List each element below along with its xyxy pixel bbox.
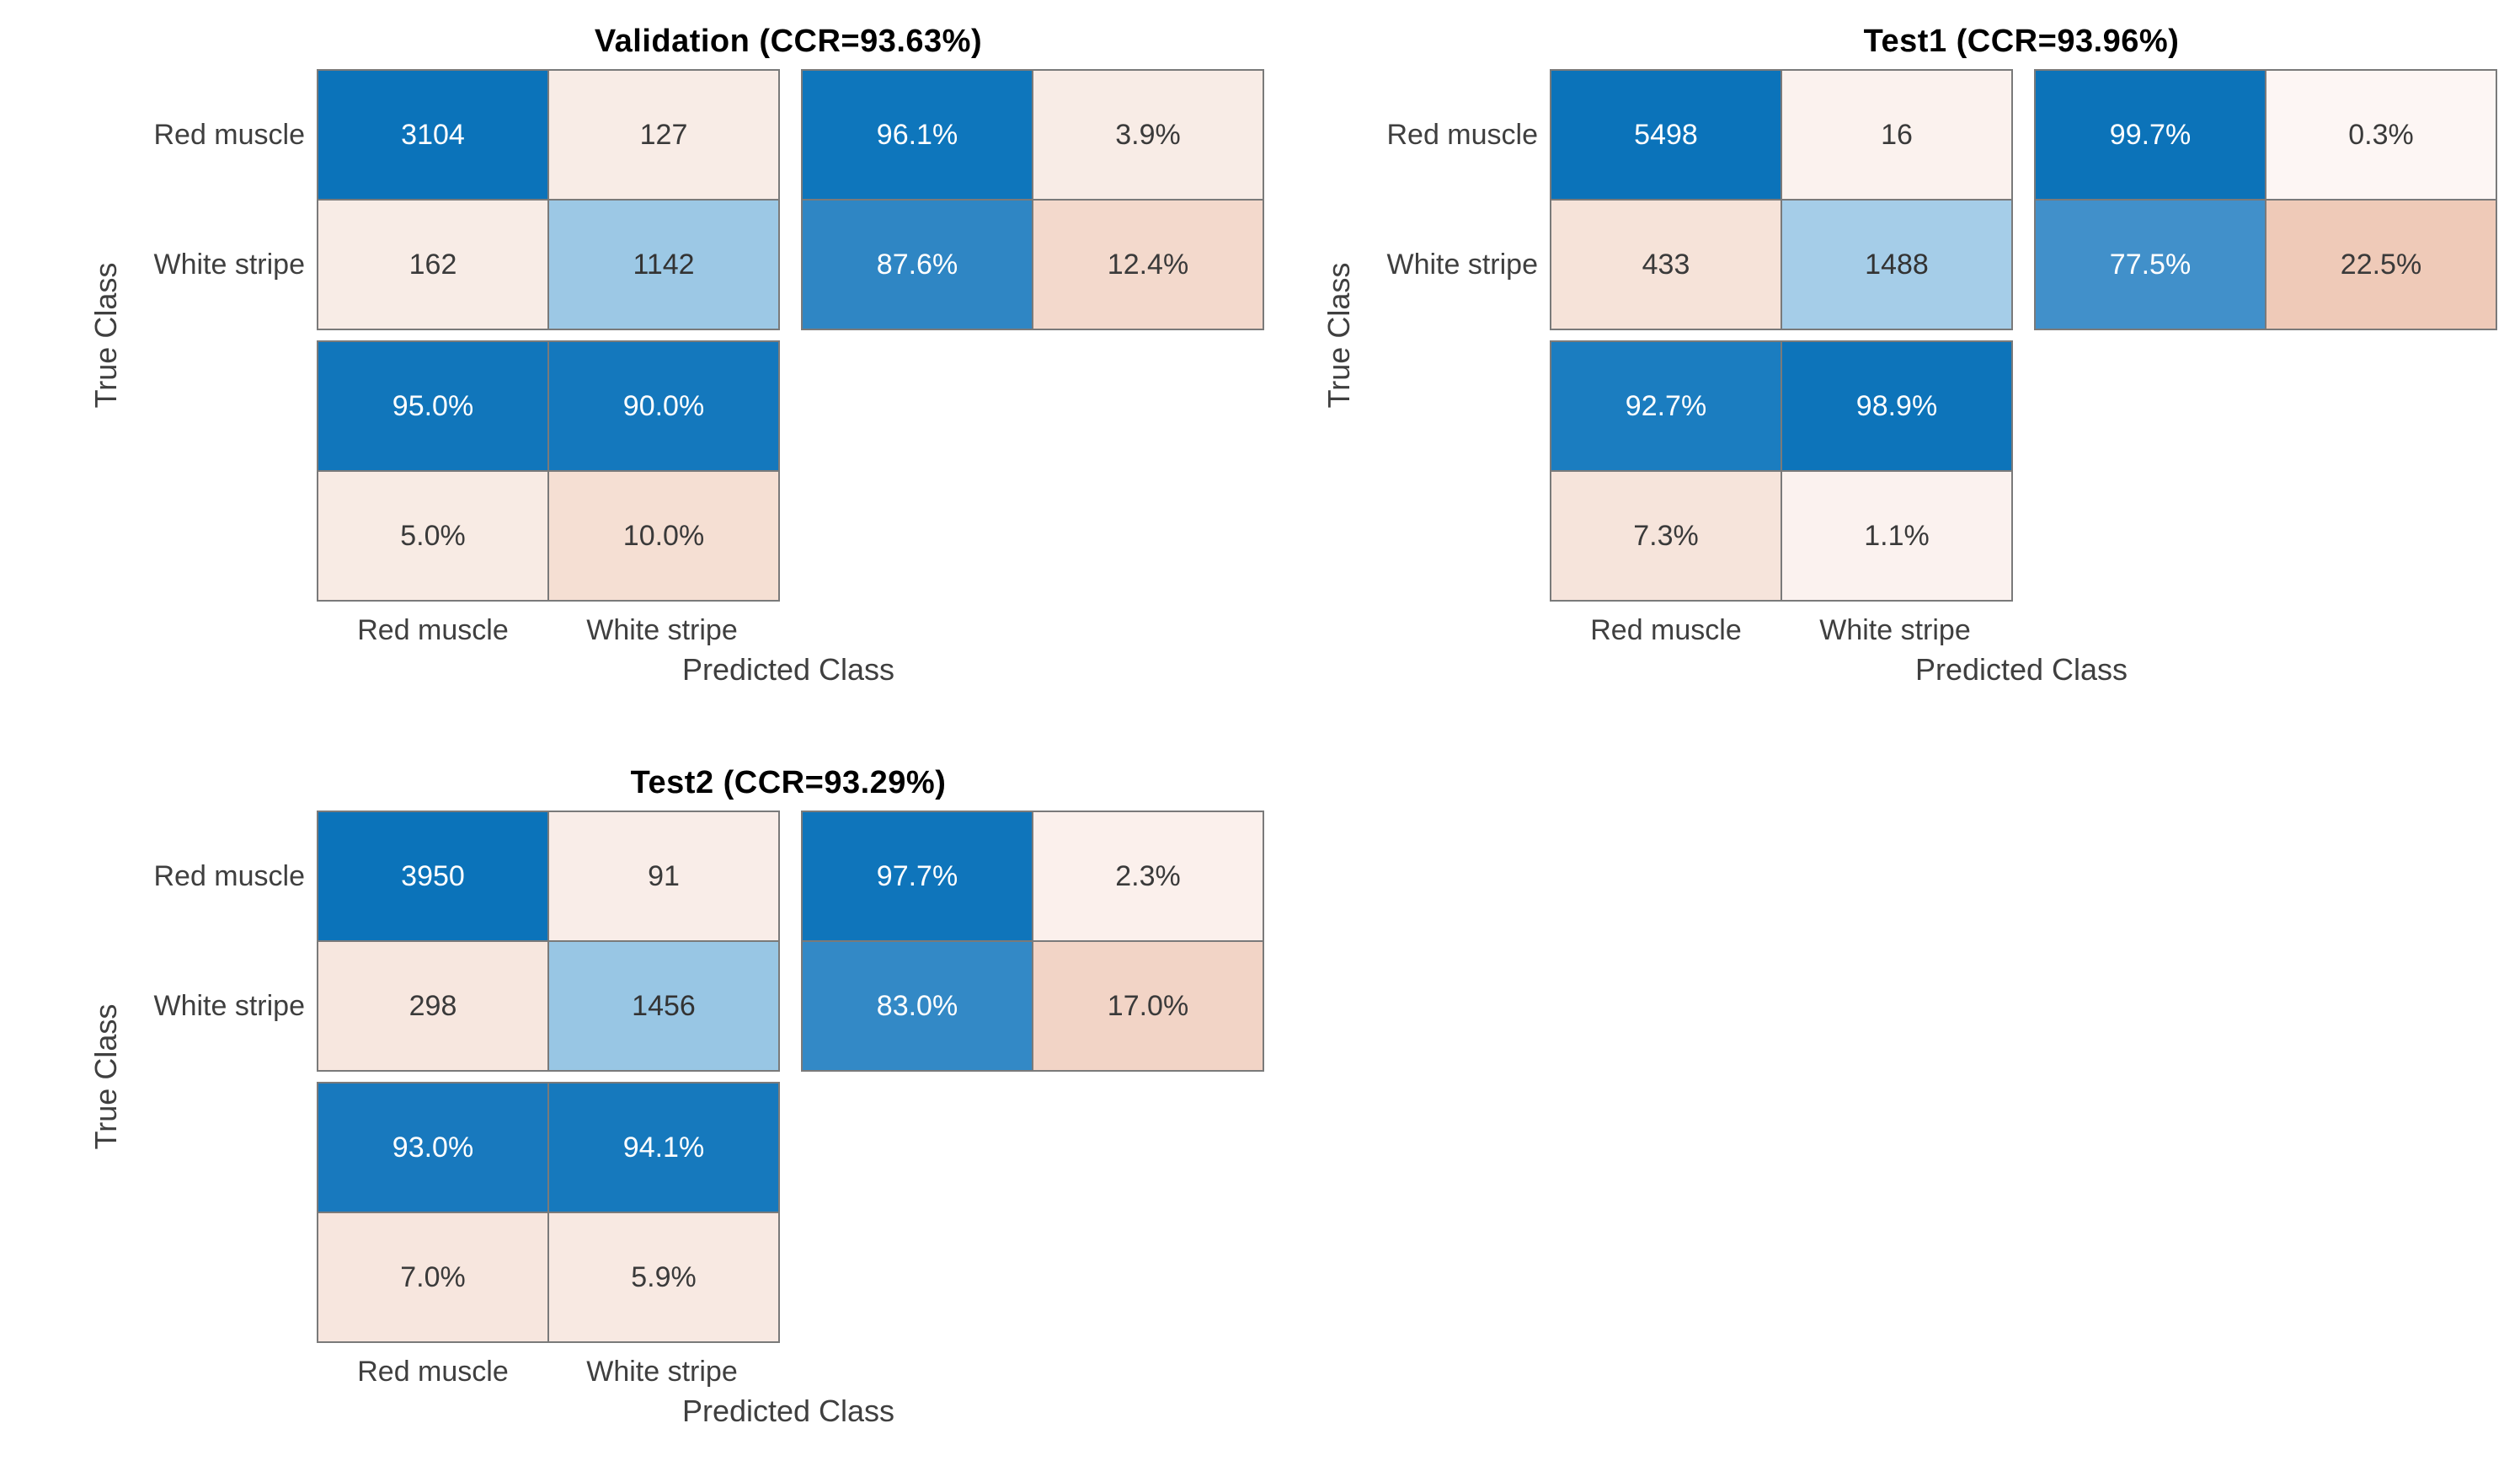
y-axis-label: True Class — [1321, 262, 1356, 409]
column-summary-cell: 95.0% — [318, 342, 547, 470]
row-tick-label-red-muscle: Red muscle — [153, 860, 305, 892]
row-summary-cell: 2.3% — [1033, 812, 1263, 940]
y-axis-label: True Class — [88, 1003, 123, 1150]
chart-title: Test1 (CCR=93.96%) — [1863, 24, 2180, 59]
row-summary-cell: 97.7% — [803, 812, 1032, 940]
column-summary-cell: 5.9% — [549, 1213, 778, 1341]
column-summary-cell: 93.0% — [318, 1083, 547, 1212]
row-summary-cell: 99.7% — [2036, 71, 2265, 199]
row-summary-cell: 83.0% — [803, 942, 1032, 1070]
matrix-cell: 433 — [1551, 201, 1781, 329]
column-summary-cell: 7.3% — [1551, 472, 1781, 600]
row-summary-block: 96.1% 3.9% 87.6% 12.4% — [801, 69, 1264, 330]
column-summary-cell: 98.9% — [1782, 342, 2011, 470]
column-summary-cell: 94.1% — [549, 1083, 778, 1212]
row-summary-cell: 96.1% — [803, 71, 1032, 199]
matrix-cell: 1488 — [1782, 201, 2011, 329]
confusion-chart-validation: Validation (CCR=93.63%) True Class Red m… — [88, 17, 1268, 699]
column-summary-block: 95.0% 90.0% 5.0% 10.0% — [317, 340, 780, 602]
matrix-cell: 91 — [549, 812, 778, 940]
col-tick-label-red-muscle: Red muscle — [357, 1356, 509, 1388]
matrix-cell: 298 — [318, 942, 547, 1070]
confusion-matrix-block: 3104 127 162 1142 — [317, 69, 780, 330]
confusion-chart-test1: Test1 (CCR=93.96%) True Class Red muscle… — [1321, 17, 2501, 699]
column-summary-cell: 7.0% — [318, 1213, 547, 1341]
chart-title: Validation (CCR=93.63%) — [594, 24, 983, 59]
row-tick-label-white-stripe: White stripe — [153, 990, 306, 1022]
col-tick-label-white-stripe: White stripe — [1819, 614, 1971, 646]
row-summary-cell: 3.9% — [1033, 71, 1263, 199]
col-tick-label-red-muscle: Red muscle — [357, 614, 509, 646]
row-tick-label-white-stripe: White stripe — [153, 249, 306, 281]
matrix-cell: 127 — [549, 71, 778, 199]
matrix-cell: 1142 — [549, 201, 778, 329]
column-summary-block: 93.0% 94.1% 7.0% 5.9% — [317, 1082, 780, 1343]
row-tick-label-white-stripe: White stripe — [1386, 249, 1539, 281]
row-summary-block: 99.7% 0.3% 77.5% 22.5% — [2034, 69, 2497, 330]
matrix-cell: 3104 — [318, 71, 547, 199]
chart-title: Test2 (CCR=93.29%) — [630, 765, 947, 800]
row-summary-cell: 77.5% — [2036, 201, 2265, 329]
matrix-cell: 1456 — [549, 942, 778, 1070]
confusion-matrix-block: 3950 91 298 1456 — [317, 811, 780, 1072]
y-axis-label: True Class — [88, 262, 123, 409]
row-summary-cell: 22.5% — [2266, 201, 2496, 329]
matrix-cell: 16 — [1782, 71, 2011, 199]
x-axis-label: Predicted Class — [681, 652, 895, 687]
column-summary-cell: 10.0% — [549, 472, 778, 600]
row-tick-label-red-muscle: Red muscle — [1386, 119, 1538, 151]
col-tick-label-red-muscle: Red muscle — [1590, 614, 1742, 646]
row-tick-label-red-muscle: Red muscle — [153, 119, 305, 151]
confusion-chart-test2: Test2 (CCR=93.29%) True Class Red muscle… — [88, 758, 1268, 1441]
col-tick-label-white-stripe: White stripe — [586, 614, 738, 646]
row-summary-cell: 0.3% — [2266, 71, 2496, 199]
row-summary-cell: 12.4% — [1033, 201, 1263, 329]
matrix-cell: 5498 — [1551, 71, 1781, 199]
matrix-cell: 3950 — [318, 812, 547, 940]
row-summary-cell: 17.0% — [1033, 942, 1263, 1070]
column-summary-cell: 1.1% — [1782, 472, 2011, 600]
column-summary-cell: 92.7% — [1551, 342, 1781, 470]
row-summary-cell: 87.6% — [803, 201, 1032, 329]
x-axis-label: Predicted Class — [681, 1394, 895, 1428]
column-summary-block: 92.7% 98.9% 7.3% 1.1% — [1550, 340, 2013, 602]
col-tick-label-white-stripe: White stripe — [586, 1356, 738, 1388]
matrix-cell: 162 — [318, 201, 547, 329]
x-axis-label: Predicted Class — [1914, 652, 2128, 687]
column-summary-cell: 5.0% — [318, 472, 547, 600]
row-summary-block: 97.7% 2.3% 83.0% 17.0% — [801, 811, 1264, 1072]
column-summary-cell: 90.0% — [549, 342, 778, 470]
confusion-matrix-block: 5498 16 433 1488 — [1550, 69, 2013, 330]
